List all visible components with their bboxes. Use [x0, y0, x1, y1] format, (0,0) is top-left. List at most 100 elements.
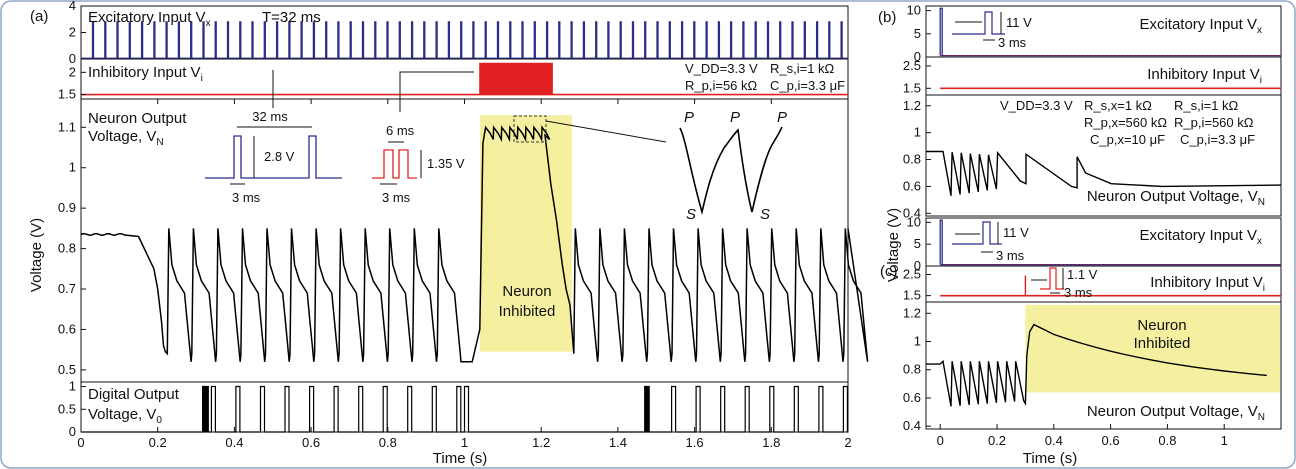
y-tick-label: 0: [69, 424, 76, 439]
a-params: V_DD=3.3 V R_s,i=1 kΩ R_p,i=56 kΩ C_p,i=…: [685, 61, 845, 93]
x-tick-label: 0.6: [1102, 433, 1120, 448]
a-param-vdd: V_DD=3.3 V: [685, 61, 758, 76]
a-inhibitory-y-ticks: 1.52: [58, 64, 86, 102]
y-tick-label: 0.4: [903, 418, 921, 433]
b-param-rsx: R_s,x=1 kΩ: [1084, 98, 1152, 113]
y-tick-label: 1.5: [58, 87, 76, 102]
panel-label-c: (c): [880, 263, 898, 280]
a-neuron-label-2: Voltage, VN: [88, 128, 164, 148]
neuron-voltage-trace: [926, 150, 1282, 196]
xlabel-c: Time (s): [1023, 450, 1077, 467]
x-tick-label: 1.4: [609, 435, 627, 450]
b-inset-pulse: 11 V 3 ms: [952, 11, 1032, 50]
b-param-rsi: R_s,i=1 kΩ: [1174, 98, 1239, 113]
b-params: V_DD=3.3 V R_s,x=1 kΩ R_s,i=1 kΩ R_p,x=5…: [1000, 98, 1255, 147]
panel-label-a: (a): [30, 8, 48, 25]
a-inset-exc-width: 3 ms: [232, 190, 261, 205]
c-inset-exc-width: 3 ms: [996, 248, 1025, 263]
y-tick-label: 1.2: [903, 305, 921, 320]
y-tick-label: 0.9: [58, 200, 76, 215]
x-tick-label: 1.2: [532, 435, 550, 450]
a-digital-y-ticks: 00.51: [58, 379, 86, 439]
b-excitatory-label: Excitatory Input Vx: [1139, 16, 1262, 36]
y-tick-label: 1: [69, 160, 76, 175]
a-period-label: T=32 ms: [262, 9, 321, 26]
x-tick-label: 0.8: [1158, 433, 1176, 448]
y-tick-label: 1.5: [903, 288, 921, 303]
a-zoom-arrow: [545, 120, 667, 143]
y-tick-label: 2.5: [903, 266, 921, 281]
x-tick-label: 1.8: [762, 435, 780, 450]
b-inhibitory-label: Inhibitory Input Vi: [1147, 66, 1262, 86]
y-tick-label: 1: [914, 125, 921, 140]
x-tick-label: 0.6: [302, 435, 320, 450]
digital-output-trace: [81, 385, 848, 433]
c-inset-inh-amp: 1.1 V: [1067, 267, 1098, 282]
a-excitatory-label: Excitatory Input Vx: [88, 9, 211, 29]
neuron-voltage-trace: [926, 323, 1267, 407]
b-param-cpi: C_p,i=3.3 μF: [1180, 132, 1255, 147]
inhibitory-burst: [479, 62, 553, 95]
a-leader-inh: [399, 71, 474, 112]
x-tick-label: 0.4: [225, 435, 243, 450]
a-digital-subplot: 00.51 Digital Output Voltage, V0: [58, 379, 849, 439]
ylabel-bc: Voltage (V): [885, 208, 902, 282]
panel-a: 024 Excitatory Input Vx T=32 ms 1.52 Inh…: [58, 0, 869, 450]
a-inhibited-text-2: Inhibited: [499, 303, 556, 320]
a-inset-inh-width: 3 ms: [382, 190, 411, 205]
y-tick-label: 0: [69, 51, 76, 66]
y-tick-label: 1: [69, 379, 76, 394]
c-inset-exc-amp: 11 V: [1003, 225, 1029, 240]
a-param-cpi: C_p,i=3.3 μF: [770, 78, 845, 93]
a-inset-exc-amp: 2.8 V: [264, 149, 295, 164]
b-inset-width: 3 ms: [998, 35, 1027, 50]
x-tick-label: 0.2: [149, 435, 167, 450]
neuron-voltage-trace: [80, 125, 869, 363]
a-inhibitory-trace: [81, 62, 848, 96]
a-inhibitory-subplot: 1.52 Inhibitory Input Vi V_DD=3.3 V R_s,…: [58, 58, 849, 102]
y-tick-label: 4: [69, 0, 76, 13]
y-tick-label: 1.1: [58, 119, 76, 134]
y-tick-label: 0: [914, 258, 921, 273]
a-digital-trace: [81, 385, 848, 433]
b-neuron-label: Neuron Output Voltage, VN: [1087, 188, 1265, 208]
a-param-rpi: R_p,i=56 kΩ: [685, 78, 758, 93]
a-neuron-label-1: Neuron Output: [88, 110, 187, 127]
excitatory-pulse: [939, 219, 943, 265]
a-inset-exc-period: 32 ms: [252, 109, 288, 124]
y-tick-label: 1: [914, 334, 921, 349]
ylabel-a: Voltage (V): [28, 218, 45, 292]
a-inset-inhibitory: 6 ms 1.35 V 3 ms: [372, 123, 465, 205]
a-inset-exc-wave: [205, 135, 342, 179]
a-zoom-s1: S: [686, 206, 696, 223]
c-inset-inh-wave: [1040, 267, 1064, 290]
a-zoom-p1: P: [684, 109, 694, 126]
a-zoom-p2: P: [730, 109, 740, 126]
y-tick-label: 0.4: [903, 205, 921, 220]
y-tick-label: 0: [914, 49, 921, 64]
xlabel-a: Time (s): [433, 450, 487, 467]
panel-c: 0 5 10 1.5 2.5 0.4 0.6 0.8 1 1.2 0 0.2 0.4 0.6 0.8 1 Ex…: [903, 214, 1282, 448]
a-neuron-y-ticks: 0.5 0.6 0.7 0.8 0.9 1 1.1: [58, 119, 86, 377]
a-inhibited-highlight: [479, 115, 572, 352]
excitatory-pulse-train: [81, 21, 848, 59]
a-digital-label-1: Digital Output: [88, 386, 180, 403]
a-inset-inh-wave: [372, 149, 417, 179]
b-excitatory-trace: [939, 7, 1281, 57]
c-inhibitory-label: Inhibitory Input Vi: [1150, 274, 1265, 294]
inhibited-region: [479, 115, 572, 352]
y-tick-label: 2.5: [903, 58, 921, 73]
a-inhibitory-label: Inhibitory Input Vi: [88, 64, 203, 84]
y-tick-label: 0.6: [58, 321, 76, 336]
x-tick-label: 0.8: [379, 435, 397, 450]
y-tick-label: 10: [907, 3, 921, 18]
c-inset-exc: 11 V 3 ms: [952, 221, 1029, 263]
panel-label-b: (b): [878, 9, 896, 26]
b-param-vdd: V_DD=3.3 V: [1000, 98, 1073, 113]
x-tick-label: 0.2: [988, 433, 1006, 448]
a-zoom-p3: P: [777, 109, 787, 126]
c-inhibited-highlight: [1025, 304, 1280, 393]
b-neuron-trace: [926, 150, 1282, 196]
a-inset-inh-period: 6 ms: [386, 123, 415, 138]
